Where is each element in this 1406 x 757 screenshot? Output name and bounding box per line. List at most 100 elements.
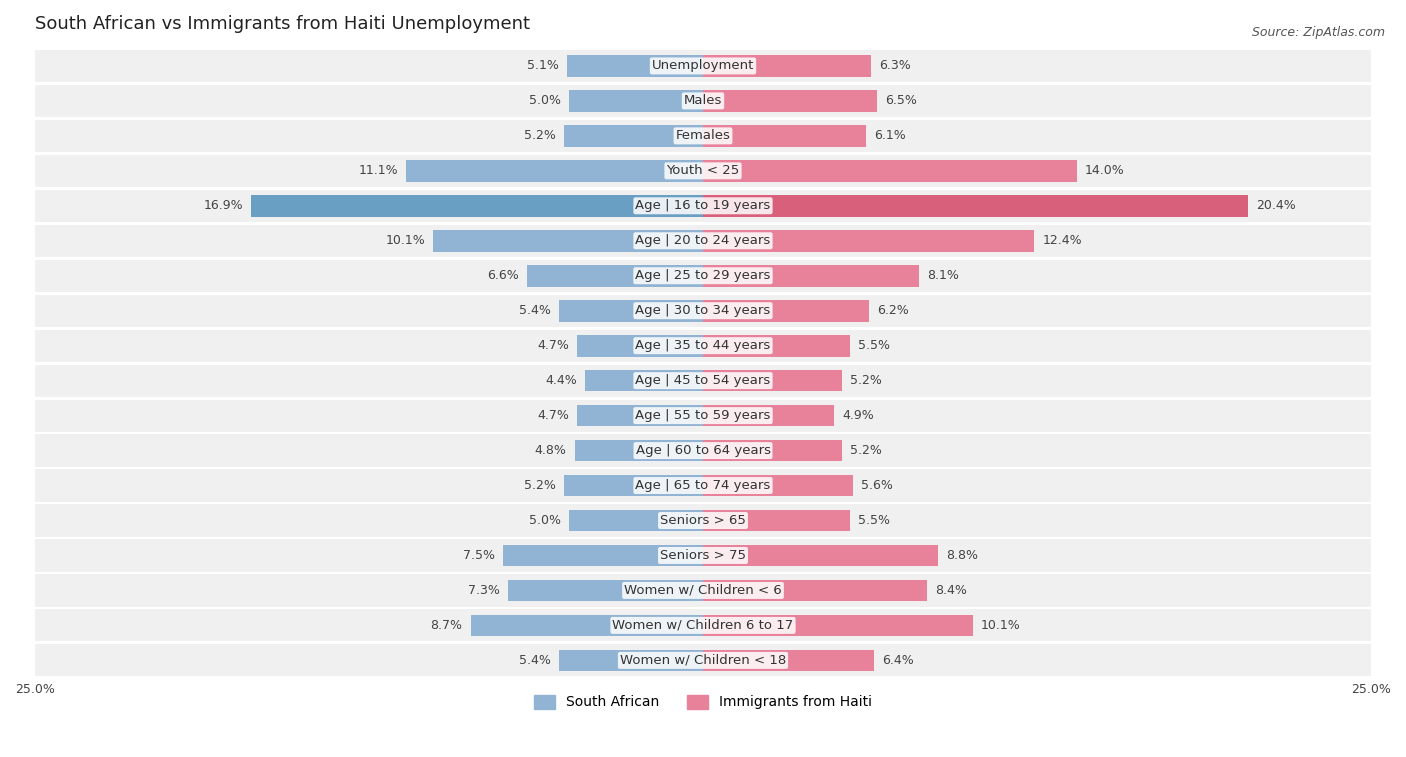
Text: 5.5%: 5.5% (858, 514, 890, 527)
Bar (703, 650, 875, 671)
Text: 5.6%: 5.6% (860, 479, 893, 492)
Text: 10.1%: 10.1% (385, 234, 425, 248)
Text: Unemployment: Unemployment (652, 60, 754, 73)
Text: 8.7%: 8.7% (430, 619, 463, 632)
Bar (558, 650, 703, 671)
Bar (703, 509, 851, 531)
Text: 5.0%: 5.0% (530, 95, 561, 107)
Text: 4.7%: 4.7% (537, 409, 569, 422)
Text: 5.4%: 5.4% (519, 654, 551, 667)
Bar (35, 294, 1371, 327)
Text: 8.4%: 8.4% (935, 584, 967, 597)
Bar (35, 540, 1371, 572)
Text: 16.9%: 16.9% (204, 199, 243, 212)
Text: Age | 45 to 54 years: Age | 45 to 54 years (636, 374, 770, 387)
Text: Age | 35 to 44 years: Age | 35 to 44 years (636, 339, 770, 352)
Text: Age | 60 to 64 years: Age | 60 to 64 years (636, 444, 770, 457)
Text: 5.2%: 5.2% (524, 479, 555, 492)
Bar (703, 615, 973, 636)
Bar (703, 300, 869, 322)
Text: 6.6%: 6.6% (486, 269, 519, 282)
Bar (35, 190, 1371, 222)
Bar (703, 335, 851, 357)
Bar (703, 405, 834, 426)
Bar (433, 230, 703, 251)
Bar (35, 504, 1371, 537)
Text: 5.4%: 5.4% (519, 304, 551, 317)
Text: 5.2%: 5.2% (524, 129, 555, 142)
Text: Age | 20 to 24 years: Age | 20 to 24 years (636, 234, 770, 248)
Text: Women w/ Children < 18: Women w/ Children < 18 (620, 654, 786, 667)
Bar (35, 85, 1371, 117)
Text: 4.8%: 4.8% (534, 444, 567, 457)
Bar (703, 195, 1249, 217)
Bar (703, 440, 842, 462)
Bar (569, 509, 703, 531)
Bar (569, 90, 703, 112)
Bar (558, 300, 703, 322)
Text: 6.3%: 6.3% (879, 60, 911, 73)
Bar (35, 329, 1371, 362)
Text: Women w/ Children 6 to 17: Women w/ Children 6 to 17 (613, 619, 793, 632)
Bar (703, 370, 842, 391)
Text: 6.4%: 6.4% (882, 654, 914, 667)
Text: 11.1%: 11.1% (359, 164, 398, 177)
Bar (35, 154, 1371, 187)
Text: 5.1%: 5.1% (527, 60, 558, 73)
Bar (567, 55, 703, 76)
Text: 5.0%: 5.0% (530, 514, 561, 527)
Bar (252, 195, 703, 217)
Bar (703, 265, 920, 287)
Bar (35, 435, 1371, 466)
Bar (35, 644, 1371, 677)
Text: 8.1%: 8.1% (928, 269, 959, 282)
Text: Age | 16 to 19 years: Age | 16 to 19 years (636, 199, 770, 212)
Bar (35, 50, 1371, 82)
Text: Seniors > 75: Seniors > 75 (659, 549, 747, 562)
Bar (703, 544, 938, 566)
Text: 20.4%: 20.4% (1256, 199, 1296, 212)
Text: Youth < 25: Youth < 25 (666, 164, 740, 177)
Bar (578, 335, 703, 357)
Text: 4.7%: 4.7% (537, 339, 569, 352)
Bar (575, 440, 703, 462)
Text: 6.5%: 6.5% (884, 95, 917, 107)
Text: Seniors > 65: Seniors > 65 (659, 514, 747, 527)
Text: Age | 65 to 74 years: Age | 65 to 74 years (636, 479, 770, 492)
Text: 12.4%: 12.4% (1042, 234, 1083, 248)
Text: 5.2%: 5.2% (851, 374, 882, 387)
Bar (703, 125, 866, 147)
Bar (502, 544, 703, 566)
Bar (35, 260, 1371, 291)
Bar (406, 160, 703, 182)
Bar (35, 575, 1371, 606)
Bar (703, 580, 928, 601)
Bar (35, 400, 1371, 431)
Bar (703, 160, 1077, 182)
Text: 5.2%: 5.2% (851, 444, 882, 457)
Text: 4.9%: 4.9% (842, 409, 873, 422)
Text: Source: ZipAtlas.com: Source: ZipAtlas.com (1251, 26, 1385, 39)
Text: Age | 55 to 59 years: Age | 55 to 59 years (636, 409, 770, 422)
Text: Age | 25 to 29 years: Age | 25 to 29 years (636, 269, 770, 282)
Bar (508, 580, 703, 601)
Text: Males: Males (683, 95, 723, 107)
Bar (564, 125, 703, 147)
Text: South African vs Immigrants from Haiti Unemployment: South African vs Immigrants from Haiti U… (35, 15, 530, 33)
Bar (703, 230, 1035, 251)
Bar (578, 405, 703, 426)
Text: 10.1%: 10.1% (981, 619, 1021, 632)
Text: 5.5%: 5.5% (858, 339, 890, 352)
Text: Females: Females (675, 129, 731, 142)
Bar (35, 225, 1371, 257)
Bar (703, 55, 872, 76)
Text: 7.3%: 7.3% (468, 584, 501, 597)
Bar (35, 469, 1371, 502)
Bar (35, 365, 1371, 397)
Bar (564, 475, 703, 497)
Text: 7.5%: 7.5% (463, 549, 495, 562)
Bar (585, 370, 703, 391)
Text: 4.4%: 4.4% (546, 374, 578, 387)
Text: Age | 30 to 34 years: Age | 30 to 34 years (636, 304, 770, 317)
Text: 14.0%: 14.0% (1085, 164, 1125, 177)
